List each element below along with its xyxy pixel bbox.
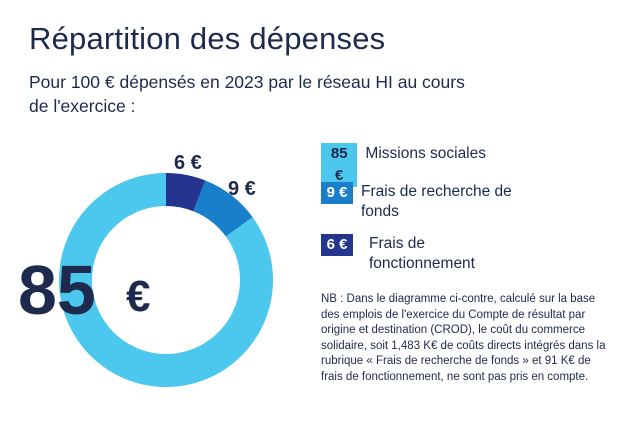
legend-label-frais-fonctionnement: Frais de fonctionnement bbox=[369, 235, 475, 272]
legend-item-frais-recherche: 9 € Frais de recherche de fonds bbox=[321, 182, 521, 222]
legend-badge-frais-recherche: 9 € bbox=[321, 182, 353, 204]
legend-item-missions-sociales: 85 € Missions sociales bbox=[321, 143, 521, 187]
donut-segment-frais-fonctionnement bbox=[166, 173, 206, 212]
footnote: NB : Dans le diagramme ci-contre, calcul… bbox=[321, 293, 606, 383]
subtitle: Pour 100 € dépensés en 2023 par le résea… bbox=[29, 72, 465, 116]
segment-label-frais-recherche: 9 € bbox=[228, 178, 256, 200]
donut-segment-frais-recherche bbox=[193, 180, 253, 237]
legend-badge-missions-sociales: 85 € bbox=[321, 143, 358, 187]
segment-label-frais-fonctionnement: 6 € bbox=[174, 152, 202, 174]
center-unit: € bbox=[126, 272, 150, 321]
page-title: Répartition des dépenses bbox=[29, 21, 386, 56]
legend-label-frais-recherche: Frais de recherche de fonds bbox=[361, 183, 512, 220]
center-value: 85 bbox=[18, 251, 96, 329]
legend-item-frais-fonctionnement: 6 € Frais de fonctionnement bbox=[321, 234, 509, 274]
donut-segment-missions-sociales bbox=[58, 173, 273, 388]
legend-badge-frais-fonctionnement: 6 € bbox=[321, 234, 353, 256]
legend-label-missions-sociales: Missions sociales bbox=[365, 145, 487, 162]
